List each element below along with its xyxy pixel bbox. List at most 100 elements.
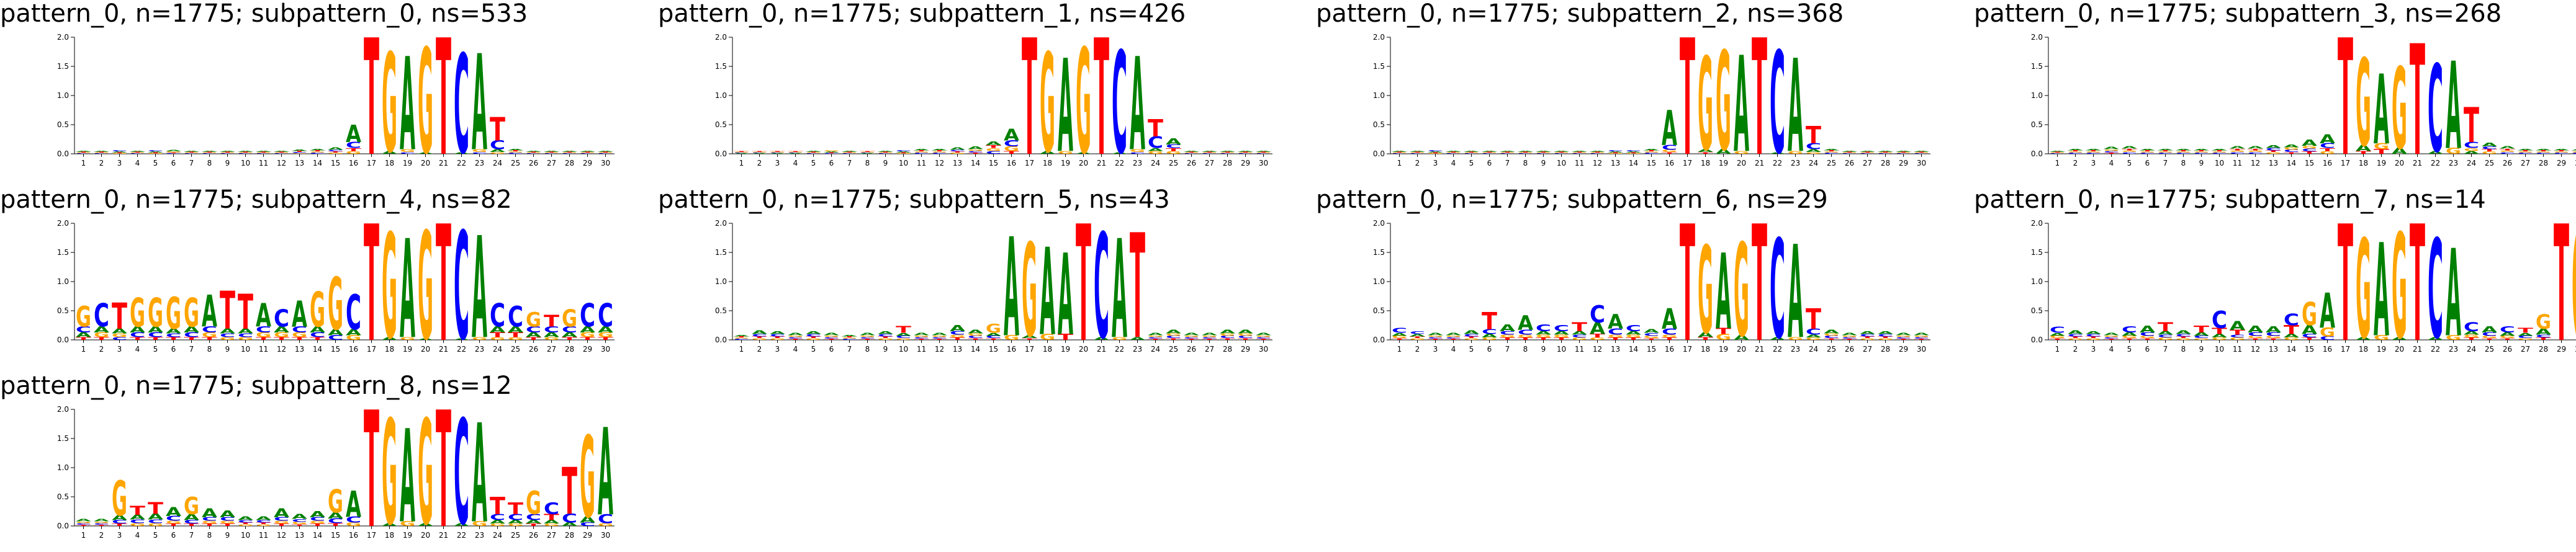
logo-letter-G: G <box>166 520 181 525</box>
logo-letter-C: C <box>454 202 469 373</box>
logo-letter-A: A <box>1626 330 1642 336</box>
logo-letter-A: A <box>842 151 857 153</box>
logo-letter-A: A <box>1166 329 1182 334</box>
logo-letter-A: A <box>2320 283 2335 339</box>
logo-letter-G: G <box>770 152 785 153</box>
logo-letter-C: C <box>256 153 271 154</box>
logo-letter-C: C <box>166 332 181 338</box>
logo-letter-C: C <box>1428 336 1443 339</box>
logo-letter-A: A <box>2428 150 2443 154</box>
logo-letter-T: T <box>1572 320 1587 334</box>
y-tick-label: 1.5 <box>2031 62 2043 71</box>
x-tick-label: 5 <box>153 345 158 354</box>
logo-letter-T: T <box>932 339 947 341</box>
logo-letter-T: T <box>1500 337 1515 341</box>
logo-letter-T: T <box>2482 149 2497 153</box>
y-tick-label: 0.0 <box>57 336 69 344</box>
logo-letter-C: C <box>1238 153 1253 154</box>
logo-letter-A: A <box>94 151 109 153</box>
logo-letter-G: G <box>292 331 307 339</box>
logo-letter-G: G <box>2572 200 2576 376</box>
x-tick-label: 6 <box>829 159 834 167</box>
logo-letter-T: T <box>202 523 217 527</box>
x-tick-label: 16 <box>1007 159 1016 167</box>
logo-letter-C: C <box>2500 325 2515 334</box>
logo-letter-C: C <box>914 153 929 154</box>
logo-panel-0: 0.0 0.5 1.0 1.5 2.0 1 C G T A 2 C G T A 3 G T A C 4 C G T A 5 G T A C… <box>0 0 646 192</box>
logo-letter-G: G <box>1410 338 1425 341</box>
logo-letter-A: A <box>2302 323 2317 337</box>
y-tick-label: 1.5 <box>57 62 69 71</box>
logo-letter-C: C <box>346 141 361 150</box>
x-tick-label: 3 <box>775 159 780 167</box>
logo-letter-T: T <box>1662 337 1677 341</box>
logo-letter-C: C <box>932 153 947 154</box>
x-tick-label: 25 <box>511 159 520 167</box>
logo-letter-C: C <box>1446 336 1461 339</box>
logo-letter-A: A <box>2086 148 2101 151</box>
y-tick-label: 1.5 <box>57 434 69 443</box>
logo-letter-G: G <box>1626 334 1641 339</box>
x-tick-label: 12 <box>935 345 944 354</box>
x-tick-label: 13 <box>295 159 304 167</box>
x-tick-label: 17 <box>1683 159 1692 167</box>
x-tick-label: 6 <box>829 345 834 354</box>
logo-letter-G: G <box>274 520 289 525</box>
logo-letter-A: A <box>1112 152 1127 154</box>
logo-plot-2: 0.00.51.01.52.01CGTA2CGTA3GTAC4CGTA5CGTA… <box>1373 6 1930 192</box>
x-tick-label: 21 <box>2413 345 2422 354</box>
y-tick-label: 0.5 <box>57 120 69 129</box>
logo-letter-T: T <box>256 522 271 525</box>
logo-letter-C: C <box>580 153 595 154</box>
logo-letter-G: G <box>1058 150 1073 154</box>
x-tick-label: 26 <box>529 159 538 167</box>
x-tick-label: 24 <box>1809 345 1818 354</box>
logo-letter-G: G <box>94 331 109 339</box>
logo-letter-G: G <box>1238 333 1253 337</box>
x-tick-label: 3 <box>2091 345 2096 354</box>
logo-letter-G: G <box>2356 34 2371 174</box>
logo-letter-T: T <box>544 513 559 522</box>
logo-letter-A: A <box>2554 148 2569 151</box>
logo-letter-T: T <box>2410 14 2425 190</box>
logo-letter-G: G <box>76 301 91 334</box>
y-tick-label: 1.5 <box>57 248 69 257</box>
logo-letter-A: A <box>860 332 875 336</box>
x-tick-label: 16 <box>349 345 358 354</box>
logo-letter-A: A <box>2248 146 2263 149</box>
x-tick-label: 23 <box>475 531 484 540</box>
logo-letter-C: C <box>2302 148 2317 153</box>
logo-letter-T: T <box>2068 336 2083 339</box>
x-tick-label: 5 <box>153 531 158 540</box>
logo-letter-A: A <box>734 334 749 337</box>
x-tick-label: 26 <box>1845 345 1854 354</box>
logo-letter-G: G <box>1608 334 1623 339</box>
x-tick-label: 29 <box>1241 345 1250 354</box>
logo-letter-C: C <box>238 519 253 523</box>
logo-letter-A: A <box>1392 151 1407 153</box>
logo-letter-C: C <box>328 149 343 153</box>
logo-letter-C: C <box>2284 311 2299 329</box>
logo-letter-A: A <box>2068 148 2083 151</box>
logo-letter-T: T <box>94 152 109 153</box>
logo-letter-A: A <box>256 298 272 335</box>
logo-letter-G: G <box>1788 336 1803 341</box>
x-tick-label: 14 <box>1629 159 1638 167</box>
logo-letter-A: A <box>1788 32 1803 181</box>
logo-letter-C: C <box>1536 323 1551 334</box>
logo-letter-C: C <box>1608 327 1623 337</box>
x-tick-label: 17 <box>1025 159 1034 167</box>
logo-letter-G: G <box>130 289 145 336</box>
logo-letter-G: G <box>490 523 505 527</box>
x-tick-label: 15 <box>989 159 998 167</box>
logo-letter-G: G <box>1824 333 1839 337</box>
logo-letter-C: C <box>1626 324 1641 333</box>
y-tick-label: 2.0 <box>715 219 727 228</box>
logo-letter-T: T <box>2374 148 2390 156</box>
logo-letter-T: T <box>256 336 271 341</box>
logo-letter-A: A <box>184 151 199 153</box>
logo-letter-A: A <box>1220 151 1235 153</box>
logo-letter-C: C <box>130 519 145 524</box>
x-tick-label: 13 <box>1611 345 1620 354</box>
logo-letter-T: T <box>1554 337 1569 341</box>
